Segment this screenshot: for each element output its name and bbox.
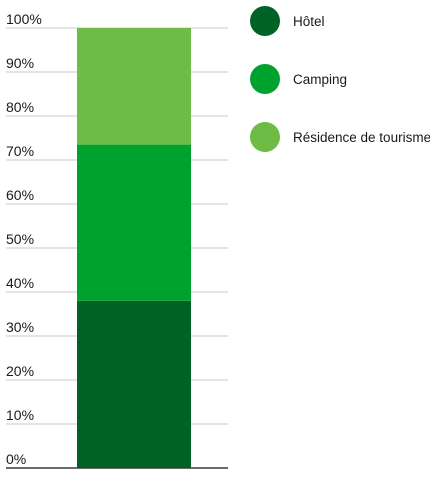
- legend-label: Résidence de tourisme: [293, 130, 430, 145]
- legend-swatch: [250, 122, 280, 152]
- legend: Hôtel Camping Résidence de tourisme: [250, 6, 430, 152]
- y-tick-label: 80%: [6, 99, 34, 115]
- bar-segment-h-tel: [77, 300, 191, 468]
- bar-segment-r-sidence-de-tourisme: [77, 28, 191, 145]
- bar-segments: [77, 28, 191, 468]
- y-tick-label: 30%: [6, 319, 34, 335]
- legend-swatch: [250, 64, 280, 94]
- legend-item: Camping: [250, 64, 347, 94]
- y-tick-label: 10%: [6, 407, 34, 423]
- y-tick-label: 0%: [6, 451, 26, 467]
- y-tick-label: 60%: [6, 187, 34, 203]
- bar-segment-camping: [77, 144, 191, 301]
- y-tick-label: 90%: [6, 55, 34, 71]
- legend-item: Résidence de tourisme: [250, 122, 430, 152]
- legend-swatch: [250, 6, 280, 36]
- y-tick-label: 70%: [6, 143, 34, 159]
- y-tick-label: 100%: [6, 11, 42, 27]
- legend-item: Hôtel: [250, 6, 325, 36]
- y-axis-tick-labels: 0% 10% 20% 30% 40% 50% 60% 70% 80% 90% 100%: [6, 11, 42, 467]
- y-tick-label: 40%: [6, 275, 34, 291]
- y-tick-label: 20%: [6, 363, 34, 379]
- y-tick-label: 50%: [6, 231, 34, 247]
- legend-label: Hôtel: [293, 14, 325, 29]
- legend-label: Camping: [293, 72, 347, 87]
